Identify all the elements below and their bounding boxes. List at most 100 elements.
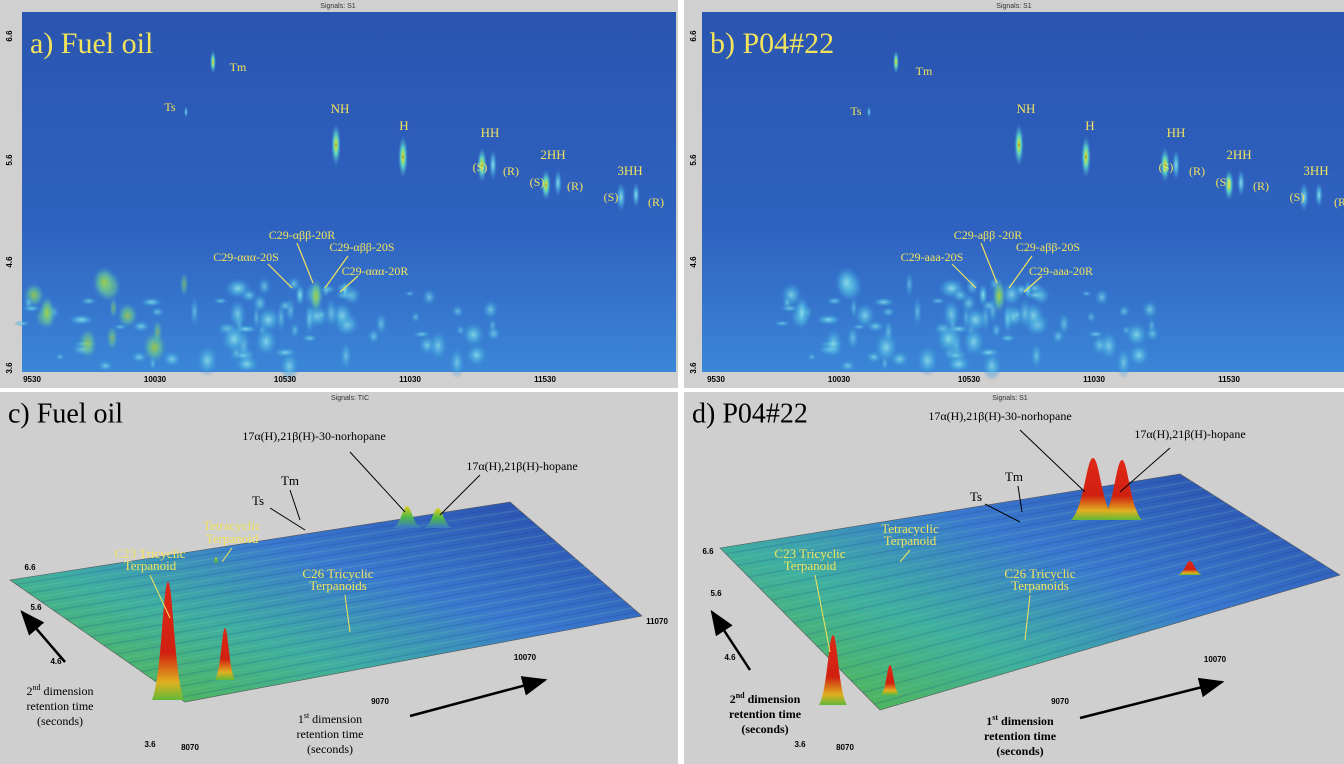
peak-spot (867, 106, 871, 118)
contour-noise (486, 326, 501, 341)
peak-annotation: Tm (916, 64, 933, 78)
contour-noise (839, 360, 856, 373)
contour-noise (1086, 311, 1096, 323)
contour-noise (68, 314, 95, 325)
peak-annotation: 3HH (617, 163, 642, 178)
peak-annotation: NH (1017, 101, 1036, 116)
contour-noise (826, 297, 843, 306)
panel-label: c) Fuel oil (8, 398, 123, 429)
peak-annotation: (S) (1159, 160, 1174, 174)
contour-noise (412, 330, 431, 337)
panel-label: b) P04#22 (710, 27, 834, 60)
signal-label: Signals: S1 (996, 3, 1032, 10)
peak-annotation: (S) (1290, 190, 1305, 204)
peak-spot (1315, 182, 1323, 208)
y-tick-label: 6.6 (689, 30, 698, 42)
contour-noise (951, 288, 969, 303)
peak-annotation: 3HH (1303, 163, 1328, 178)
peak-spot (184, 106, 188, 118)
axis-title: retention time (297, 727, 364, 741)
contour-noise (834, 265, 859, 299)
contour-noise (1142, 300, 1159, 320)
peak-annotation: Terpanoid (784, 558, 837, 573)
contour-noise (278, 299, 293, 311)
contour-noise (301, 334, 319, 343)
axis-title: retention time (729, 707, 802, 721)
peak-annotation: (R) (648, 195, 664, 209)
x-tick-label: 10530 (958, 375, 981, 384)
contour-noise (375, 312, 388, 336)
contour-noise (890, 351, 910, 368)
z-tick-label: 3.6 (144, 740, 156, 749)
z-tick-label: 5.6 (30, 603, 42, 612)
contour-noise (13, 320, 30, 326)
y-tick-label: 5.6 (5, 154, 14, 166)
contour-noise (1094, 288, 1109, 306)
x-tick-label: 11530 (1218, 375, 1240, 384)
peak-spot (309, 278, 323, 314)
axis-title: (seconds) (37, 714, 83, 728)
peak-annotation: Terpanoid (124, 558, 177, 573)
peak-annotation: Tm (1005, 469, 1023, 484)
peak-annotation: H (1085, 118, 1094, 133)
contour-noise (23, 295, 33, 310)
peak-annotation: H (399, 118, 408, 133)
signal-label: Signals: S1 (320, 3, 356, 10)
contour-noise (999, 334, 1017, 343)
x-tick-label: 9070 (1051, 697, 1069, 706)
contour-noise (240, 288, 258, 303)
z-tick-label: 6.6 (24, 563, 36, 572)
contour-noise (55, 353, 65, 361)
y-tick-label: 4.6 (689, 256, 698, 268)
axis-title-suffix: nd (33, 683, 41, 692)
peak-annotation: Ts (850, 104, 861, 118)
x-tick-label: 11070 (646, 617, 668, 626)
peak-annotation: Terpanoids (309, 578, 367, 593)
contour-noise (482, 300, 499, 320)
contour-noise (78, 327, 98, 360)
contour-noise (150, 307, 164, 317)
x-tick-label: 8070 (836, 743, 854, 752)
peak-annotation: (S) (530, 175, 545, 189)
contour-noise (80, 297, 97, 306)
x-tick-label: 11030 (1083, 375, 1105, 384)
contour-noise (1125, 322, 1149, 348)
contour-noise (872, 297, 895, 307)
contour-noise (449, 346, 465, 378)
peak-spot (992, 278, 1006, 314)
signal-label: Signals: TIC (331, 395, 369, 402)
contour-noise (1030, 341, 1043, 370)
peak-annotation: C29-aaa-20R (1029, 264, 1093, 278)
contour-noise (152, 319, 163, 345)
peak-spot (295, 283, 305, 307)
x-tick-label: 9530 (707, 375, 725, 384)
peak-annotation: Tm (281, 473, 299, 488)
contour-noise (190, 296, 200, 328)
axis-title-rest: dimension (309, 712, 362, 726)
contour-noise (881, 355, 889, 371)
z-tick-label: 4.6 (724, 653, 736, 662)
x-tick-label: 10530 (274, 375, 297, 384)
axis-title-rest: dimension (745, 692, 801, 706)
z-tick-label: 5.6 (710, 589, 722, 598)
peak-spot (1081, 135, 1091, 179)
contour-noise (221, 324, 248, 354)
contour-noise (1116, 346, 1132, 378)
panel-label: d) P04#22 (692, 398, 808, 429)
contour-noise (824, 327, 844, 360)
peak-annotation: 2HH (540, 147, 565, 162)
contour-noise (982, 352, 1003, 381)
peak-annotation: C29-aaa-20S (901, 250, 964, 264)
contour-noise (773, 320, 790, 326)
y-tick-label: 3.6 (5, 362, 14, 374)
peak-annotation: Terpanoid (884, 533, 937, 548)
contour-noise (131, 320, 150, 332)
axis-title: (seconds) (741, 722, 788, 736)
axis-title-rest: dimension (41, 684, 94, 698)
y-tick-label: 4.6 (5, 256, 14, 268)
peak-annotation: (R) (567, 179, 583, 193)
axis-title: (seconds) (996, 744, 1043, 758)
peak-annotation: (R) (1253, 179, 1269, 193)
y-tick-label: 5.6 (689, 154, 698, 166)
contour-noise (180, 271, 189, 298)
